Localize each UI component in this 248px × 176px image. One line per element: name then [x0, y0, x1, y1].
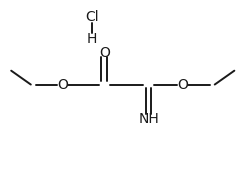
Text: O: O: [99, 46, 110, 60]
Text: Cl: Cl: [85, 10, 99, 24]
Text: H: H: [87, 33, 97, 46]
Text: O: O: [57, 78, 68, 92]
Text: NH: NH: [138, 112, 159, 126]
Text: O: O: [177, 78, 188, 92]
